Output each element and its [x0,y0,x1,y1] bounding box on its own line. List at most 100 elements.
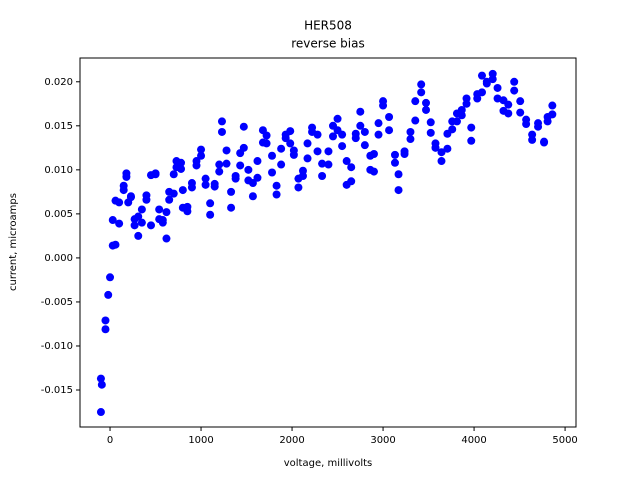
point [169,170,178,179]
point [286,139,295,148]
point [286,127,295,136]
point [540,138,549,147]
point [239,143,248,152]
point [217,127,226,136]
y-tick-label: -0.015 [41,385,73,396]
point [528,135,537,144]
point [106,273,115,282]
point [431,139,440,148]
point [137,218,146,227]
point [437,148,446,157]
point [324,160,333,169]
point [329,132,338,141]
point [374,130,383,139]
point [400,149,409,158]
point [338,130,347,139]
point [394,170,403,179]
point [206,199,215,208]
point [119,186,128,195]
y-tick-label: -0.005 [41,297,73,308]
point [437,157,446,166]
point [97,380,106,389]
point [101,316,110,325]
point [262,131,271,140]
x-tick-label: 3000 [370,435,395,446]
point [222,159,231,168]
point [477,88,486,97]
point [210,179,219,188]
x-tick-label: 4000 [461,435,486,446]
point [504,109,513,118]
point [298,172,307,181]
point [227,203,236,212]
point [324,147,333,156]
point [347,163,356,172]
point [111,240,120,249]
point [333,114,342,123]
point [215,167,224,176]
point [122,172,131,181]
point [338,142,347,151]
point [385,126,394,135]
point [422,98,431,107]
point [360,141,369,150]
y-tick-label: 0.010 [44,165,73,176]
point [548,101,557,110]
point [510,77,519,86]
point [165,195,174,204]
point [411,116,420,125]
point [318,172,327,181]
point [356,121,365,130]
point [351,134,360,143]
point [522,120,531,129]
point [187,179,196,188]
point [215,160,224,169]
point [318,159,327,168]
point [379,97,388,106]
point [206,210,215,219]
y-tick-label: 0.020 [44,77,73,88]
point [201,174,210,183]
x-tick-label: 1000 [188,435,213,446]
point [227,187,236,196]
point [516,108,525,117]
point [126,193,135,202]
point [155,205,164,214]
point [169,189,178,198]
y-axis-label: current, microamps [8,193,19,291]
point [467,123,476,132]
point [277,160,286,169]
point [406,135,415,144]
point [253,173,262,182]
point [390,158,399,167]
point [272,181,281,190]
y-tick-label: 0.000 [44,253,73,264]
point [303,139,312,148]
point [162,208,171,217]
point [477,71,486,80]
point [493,83,502,92]
point [177,158,186,167]
point [201,180,210,189]
y-tick-label: 0.005 [44,209,73,220]
point [369,167,378,176]
point [313,147,322,156]
point [360,127,369,136]
point [417,88,426,97]
point [488,75,497,84]
point [248,192,257,201]
x-tick-label: 0 [107,435,113,446]
point [248,179,257,188]
point [222,146,231,155]
point [253,157,262,166]
point [443,144,452,153]
point [236,161,245,170]
point [262,139,271,148]
point [142,195,151,204]
point [115,219,124,228]
point [374,119,383,128]
point [115,198,124,207]
point [303,154,312,163]
point [417,80,426,89]
